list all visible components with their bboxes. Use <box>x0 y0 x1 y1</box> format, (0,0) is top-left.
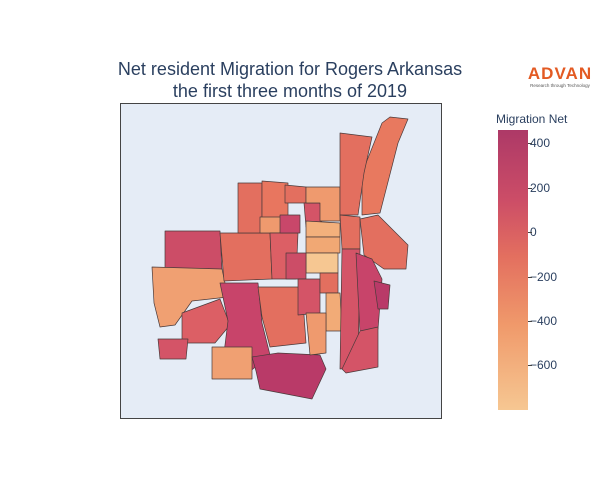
region-tract[interactable] <box>361 116 409 216</box>
region-tract[interactable] <box>373 280 391 310</box>
chart-title-line-1: Net resident Migration for Rogers Arkans… <box>117 59 463 79</box>
region-tract[interactable] <box>285 252 307 280</box>
colorbar-tick: −600 <box>527 358 558 372</box>
region-tract[interactable] <box>339 214 361 250</box>
region-tract[interactable] <box>257 286 307 348</box>
chart-title: Net resident Migration for Rogers Arkans… <box>60 58 520 102</box>
logo-tagline: Research through Technology <box>530 83 590 88</box>
colorbar-tick: −400 <box>527 314 558 328</box>
region-tract[interactable] <box>305 220 341 238</box>
colorbar-tick: 200 <box>527 181 551 195</box>
region-tract[interactable] <box>284 184 307 204</box>
region-tract[interactable] <box>339 132 373 216</box>
logo-wordmark: ADVAN <box>527 64 593 83</box>
region-tract[interactable] <box>305 236 341 254</box>
colorbar-tick: 400 <box>527 136 551 150</box>
colorbar-title: Migration Net <box>496 112 568 126</box>
advan-logo: ADVAN Research through Technology <box>525 65 595 89</box>
region-tract[interactable] <box>341 326 379 374</box>
region-tract[interactable] <box>237 182 263 234</box>
region-tract[interactable] <box>319 272 339 294</box>
chart-title-line-2: the first three months of 2019 <box>172 81 408 101</box>
colorbar-tick: −200 <box>527 270 558 284</box>
colorbar <box>498 130 528 410</box>
region-tract[interactable] <box>279 214 301 234</box>
region-tract[interactable] <box>219 232 273 282</box>
region-tract[interactable] <box>325 292 343 332</box>
region-tract[interactable] <box>157 338 189 360</box>
colorbar-tick: 0 <box>528 225 537 239</box>
region-tract[interactable] <box>251 352 327 400</box>
region-tract[interactable] <box>305 252 339 274</box>
choropleth-map[interactable] <box>120 103 442 419</box>
region-tract[interactable] <box>164 230 223 272</box>
region-tract[interactable] <box>211 346 253 380</box>
region-tract[interactable] <box>297 278 321 316</box>
region-tract[interactable] <box>305 312 327 356</box>
region-tract[interactable] <box>181 298 231 344</box>
